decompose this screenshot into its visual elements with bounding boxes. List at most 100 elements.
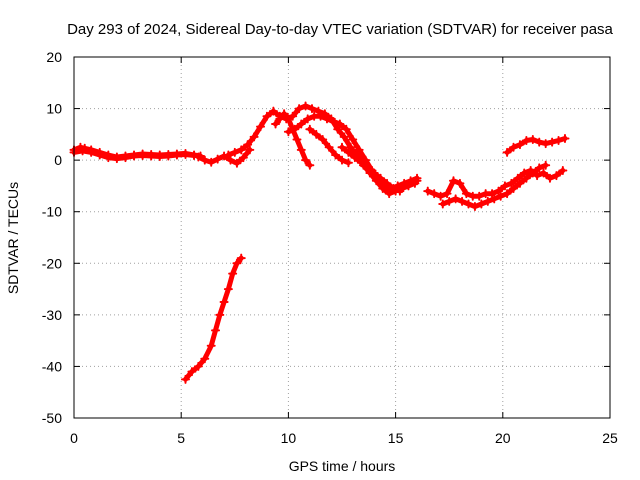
data-point [406, 176, 416, 186]
data-point [206, 157, 216, 167]
data-point [500, 181, 510, 191]
data-point [103, 153, 113, 163]
data-point [384, 189, 394, 199]
data-point [528, 168, 538, 178]
data-point [213, 154, 223, 164]
data-point [245, 145, 255, 155]
data-point [187, 367, 197, 377]
data-point [483, 196, 493, 206]
data-point [232, 158, 242, 168]
x-axis-label: GPS time / hours [289, 458, 396, 474]
data-point [95, 150, 105, 160]
data-point [296, 145, 306, 155]
data-point [232, 258, 242, 268]
data-point [228, 269, 238, 279]
data-point [120, 153, 130, 163]
data-point [292, 135, 302, 145]
data-point [382, 178, 392, 188]
data-point [521, 173, 531, 183]
data-point [474, 191, 484, 201]
data-point [206, 341, 216, 351]
data-point [290, 124, 300, 134]
data-point [211, 325, 221, 335]
data-point [275, 114, 285, 124]
data-point [376, 173, 386, 183]
data-point [541, 139, 551, 149]
data-point [356, 158, 366, 168]
data-point [262, 111, 272, 121]
data-point [78, 146, 88, 156]
data-point [496, 191, 506, 201]
data-point [337, 155, 347, 165]
data-point [399, 178, 409, 188]
data-point [470, 202, 480, 212]
data-point [180, 374, 190, 384]
data-point [444, 196, 454, 206]
data-point [461, 189, 471, 199]
data-point [271, 119, 281, 129]
data-point [438, 199, 448, 209]
data-point [436, 191, 446, 201]
data-point [322, 114, 332, 124]
data-point [539, 168, 549, 178]
plot-frame [73, 56, 611, 419]
data-point [146, 151, 156, 161]
data-point [230, 147, 240, 157]
data-point [343, 147, 353, 157]
data-point [337, 142, 347, 152]
data-point [429, 189, 439, 199]
data-point [200, 354, 210, 364]
data-point [215, 310, 225, 320]
data-point [502, 189, 512, 199]
x-tick-label: 25 [602, 430, 618, 446]
data-point [331, 150, 341, 160]
data-point [305, 160, 315, 170]
data-point [268, 106, 278, 116]
data-point [551, 171, 561, 181]
data-point [455, 178, 465, 188]
data-point [279, 109, 289, 119]
data-point [200, 155, 210, 165]
data-point [487, 189, 497, 199]
data-point [343, 158, 353, 168]
y-tick-label: -50 [42, 410, 62, 426]
data-point [509, 184, 519, 194]
data-point [283, 114, 293, 124]
series-line-arc-9 [425, 168, 566, 199]
y-tick-label: 10 [46, 101, 62, 117]
data-point [303, 114, 313, 124]
data-point [412, 173, 422, 183]
chart-title: Day 293 of 2024, Sidereal Day-to-day VTE… [67, 21, 613, 38]
data-point [515, 140, 525, 150]
data-point [193, 152, 203, 162]
x-tick-label: 20 [495, 430, 511, 446]
y-tick-label: -30 [42, 307, 62, 323]
data-point [112, 154, 122, 164]
data-point [554, 136, 564, 146]
data-point [541, 160, 551, 170]
data-point [193, 361, 203, 371]
data-point [307, 104, 317, 114]
data-point [509, 142, 519, 152]
data-point [223, 284, 233, 294]
data-point [129, 151, 139, 161]
data-point [451, 194, 461, 204]
y-tick-label: -10 [42, 204, 62, 220]
data-point [236, 253, 246, 263]
data-point [236, 145, 246, 155]
y-tick-label: -20 [42, 255, 62, 271]
data-point [249, 132, 259, 142]
data-point [318, 135, 328, 145]
x-tick-label: 10 [281, 430, 297, 446]
y-tick-label: 0 [54, 152, 62, 168]
data-point [333, 124, 343, 134]
data-point [457, 196, 467, 206]
data-point [547, 137, 557, 147]
data-point [163, 151, 173, 161]
series-line-arc-8 [339, 144, 403, 194]
data-point [301, 155, 311, 165]
data-point [339, 132, 349, 142]
data-point [442, 189, 452, 199]
data-point [138, 151, 148, 161]
